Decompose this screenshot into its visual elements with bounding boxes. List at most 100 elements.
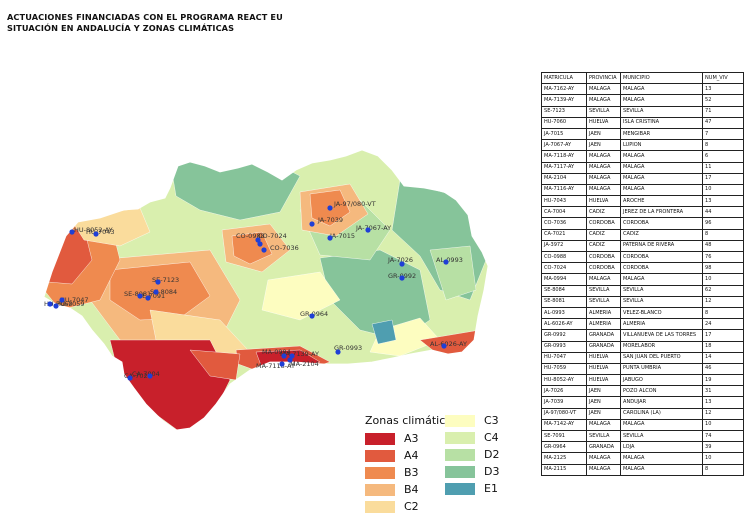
map-label: CA-7004	[132, 370, 160, 378]
table-cell: PATERNA DE RIVERA	[620, 239, 703, 253]
legend-swatch	[445, 431, 475, 444]
table-row: GR-0992 GRANADA VILLANUEVA DE LAS TORRES 17	[541, 329, 744, 342]
legend-swatch	[365, 449, 395, 462]
table-cell: PUNTA UMBRIA	[620, 362, 703, 376]
table-cell: 76	[702, 250, 744, 264]
table-cell: MALAGA	[586, 183, 621, 197]
map-marker	[309, 313, 315, 319]
legend: Zonas climáticas A3 A4 B3 B4 C2 C3 C4 D2 D3 E1	[365, 414, 545, 524]
table-row: MA-7118-AY MALAGA MALAGA 6	[541, 150, 744, 163]
table-cell: MALAGA	[620, 161, 703, 174]
table-cell: GR-0964	[541, 441, 587, 454]
table-cell: HUELVA	[586, 195, 621, 208]
table-cell: 39	[702, 441, 744, 454]
table-cell: 46	[702, 362, 744, 376]
table-cell: 48	[702, 239, 744, 253]
table-cell: 47	[702, 116, 744, 129]
table-cell: MA-7139-AY	[541, 94, 587, 107]
table-cell: JAEN	[586, 407, 621, 420]
map-marker	[255, 237, 261, 243]
table-cell: CORDOBA	[586, 250, 621, 264]
table-cell: CO-7036	[541, 217, 587, 230]
title-line-1: ACTUACIONES FINANCIADAS CON EL PROGRAMA …	[7, 12, 283, 22]
table-cell: JAEN	[586, 385, 621, 398]
table-cell: AL-0993	[541, 306, 587, 320]
table-row: JA-7039 JAEN ANDUJAR 13	[541, 396, 744, 409]
map-label: MA-7118-AY	[256, 362, 295, 370]
table-cell: SEVILLA	[620, 429, 703, 443]
table-row: GR-0993 GRANADA MORELABOR 18	[541, 340, 744, 353]
table-cell: CADIZ	[586, 228, 621, 241]
map-label: GR-0993	[334, 344, 362, 352]
table-cell: MALAGA	[586, 172, 621, 185]
table-cell: ALMERIA	[586, 318, 621, 331]
table-row: HU-8052-AY HUELVA JABUGO 19	[541, 374, 744, 387]
table-cell: CAROLINA (LA)	[620, 407, 703, 420]
map-marker	[53, 303, 59, 309]
table-cell: 31	[702, 385, 744, 398]
table-cell: 11	[702, 161, 744, 174]
table-row: CA-7021 CADIZ CADIZ 8	[541, 228, 744, 241]
map-marker	[137, 293, 143, 299]
legend-label: E1	[484, 482, 498, 495]
table-cell: SEVILLA	[586, 284, 621, 297]
table-cell: MA-2125	[541, 452, 587, 465]
table-row: MA-2115 MALAGA MALAGA 8	[541, 463, 744, 476]
zone-b3-cordoba	[231, 231, 273, 265]
table-cell: MALAGA	[620, 463, 703, 476]
table-row: SE-8084 SEVILLA SEVILLA 62	[541, 284, 744, 297]
table-cell: CORDOBA	[586, 262, 621, 275]
zone-e1-sierra-nevada	[371, 319, 397, 345]
table-cell: HUELVA	[586, 362, 621, 376]
table-cell: SE-8081	[541, 295, 587, 308]
table-cell: HU-7059	[541, 362, 587, 376]
legend-item-d3: D3	[445, 465, 499, 478]
legend-item-c4: C4	[445, 431, 499, 444]
table-cell: HUELVA	[586, 116, 621, 129]
table-cell: JA-7026	[541, 385, 587, 398]
table-cell: 8	[702, 306, 744, 320]
legend-swatch	[365, 432, 395, 445]
table-row: MA-7142-AY MALAGA MALAGA 10	[541, 418, 744, 432]
table-cell: SEVILLA	[620, 105, 703, 118]
table-row: JA-3972 CADIZ PATERNA DE RIVERA 48	[541, 239, 744, 253]
table-cell: JA-97/080-VT	[541, 407, 587, 420]
map-label: HU-7059	[56, 300, 85, 308]
map-marker	[327, 235, 333, 241]
legend-swatch	[445, 482, 475, 495]
legend-item-e1: E1	[445, 482, 498, 495]
table-cell: HU-8052-AY	[541, 374, 587, 387]
table-cell: MALAGA	[620, 418, 703, 432]
table-cell: SAN JUAN DEL PUERTO	[620, 351, 703, 364]
map-marker	[69, 229, 75, 235]
table-row: JA-7015 JAEN MENGIBAR 7	[541, 127, 744, 141]
map-marker	[153, 289, 159, 295]
table-cell: 10	[702, 273, 744, 286]
table-cell: 13	[702, 195, 744, 208]
map-label: CA-7021	[124, 372, 152, 380]
map-label: CO-0988	[236, 232, 265, 240]
table-header-row: MATRICULA PROVINCIA MUNICIPIO NUM_VIV	[541, 71, 744, 85]
table-row: SE-8081 SEVILLA SEVILLA 12	[541, 295, 744, 308]
table-cell: MALAGA	[586, 94, 621, 107]
header-matricula: MATRICULA	[541, 71, 587, 85]
table-cell: 74	[702, 429, 744, 443]
map-marker	[155, 279, 161, 285]
table-row: MA-7162-AY MALAGA MALAGA 13	[541, 83, 744, 96]
table-cell: MALAGA	[586, 452, 621, 465]
zone-c3-center	[261, 271, 341, 321]
table-cell: 62	[702, 284, 744, 297]
map-label: HU-7043	[86, 228, 115, 236]
table-row: JA-97/080-VT JAEN CAROLINA (LA) 12	[541, 407, 744, 420]
map-marker	[289, 353, 295, 359]
table-cell: SEVILLA	[586, 105, 621, 118]
table-cell: 17	[702, 329, 744, 342]
map-marker	[59, 297, 65, 303]
map-marker	[47, 301, 53, 307]
table-cell: 8	[702, 139, 744, 152]
table-row: AL-0993 ALMERIA VELEZ-BLANCO 8	[541, 306, 744, 320]
table-cell: CO-0988	[541, 250, 587, 264]
legend-label: A4	[404, 449, 419, 462]
table-cell: JABUGO	[620, 374, 703, 387]
table-cell: MALAGA	[620, 172, 703, 185]
